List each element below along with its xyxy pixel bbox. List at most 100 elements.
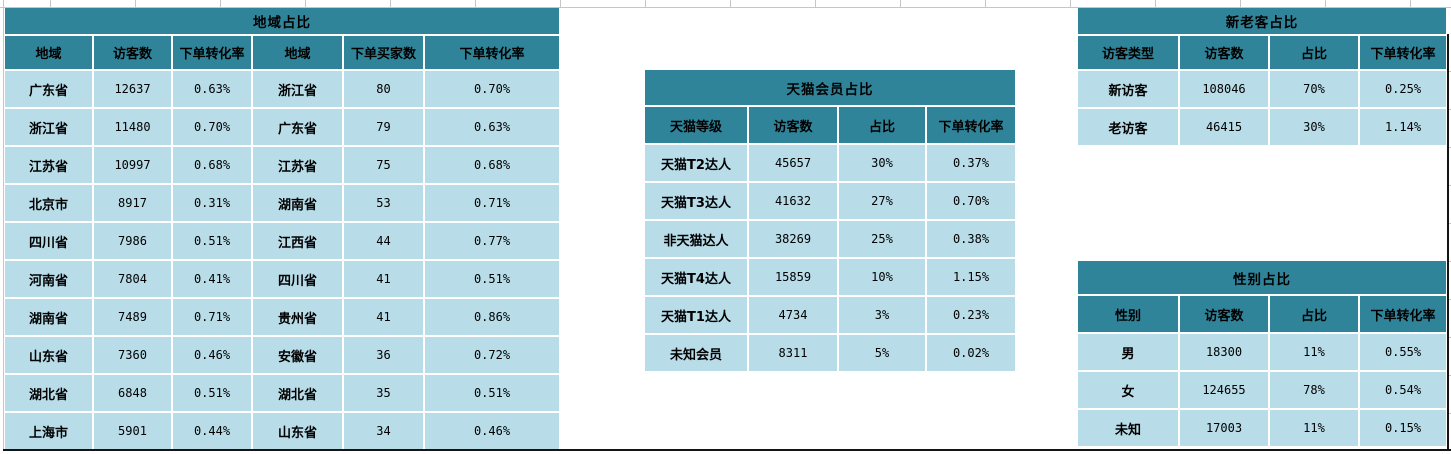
- data-cell[interactable]: 30%: [1270, 109, 1358, 145]
- data-cell[interactable]: 11480: [94, 109, 171, 145]
- data-cell[interactable]: 湖南省: [253, 185, 342, 221]
- data-cell[interactable]: 浙江省: [253, 71, 342, 107]
- data-cell[interactable]: 北京市: [5, 185, 92, 221]
- column-header[interactable]: 下单转化率: [425, 36, 559, 69]
- data-cell[interactable]: 80: [344, 71, 423, 107]
- data-cell[interactable]: 0.44%: [173, 413, 251, 449]
- data-cell[interactable]: 44: [344, 223, 423, 259]
- data-cell[interactable]: 天猫T4达人: [645, 259, 747, 295]
- data-cell[interactable]: 非天猫达人: [645, 221, 747, 257]
- data-cell[interactable]: 0.46%: [425, 413, 559, 449]
- data-cell[interactable]: 124655: [1180, 372, 1268, 408]
- data-cell[interactable]: 0.71%: [173, 299, 251, 335]
- data-cell[interactable]: 0.68%: [173, 147, 251, 183]
- data-cell[interactable]: 38269: [749, 221, 837, 257]
- data-cell[interactable]: 15859: [749, 259, 837, 295]
- data-cell[interactable]: 12637: [94, 71, 171, 107]
- data-cell[interactable]: 0.70%: [425, 71, 559, 107]
- data-cell[interactable]: 0.46%: [173, 337, 251, 373]
- data-cell[interactable]: 36: [344, 337, 423, 373]
- column-header[interactable]: 性别: [1078, 296, 1178, 332]
- data-cell[interactable]: 未知: [1078, 410, 1178, 446]
- data-cell[interactable]: 四川省: [5, 223, 92, 259]
- data-cell[interactable]: 广东省: [5, 71, 92, 107]
- column-header[interactable]: 下单转化率: [1360, 36, 1446, 69]
- column-header[interactable]: 地域: [253, 36, 342, 69]
- data-cell[interactable]: 0.25%: [1360, 71, 1446, 107]
- data-cell[interactable]: 53: [344, 185, 423, 221]
- data-cell[interactable]: 江西省: [253, 223, 342, 259]
- data-cell[interactable]: 湖北省: [253, 375, 342, 411]
- data-cell[interactable]: 0.70%: [173, 109, 251, 145]
- data-cell[interactable]: 0.68%: [425, 147, 559, 183]
- column-header[interactable]: 天猫等级: [645, 107, 747, 143]
- table-title[interactable]: 新老客占比: [1078, 8, 1446, 34]
- data-cell[interactable]: 30%: [839, 145, 925, 181]
- data-cell[interactable]: 老访客: [1078, 109, 1178, 145]
- data-cell[interactable]: 江苏省: [253, 147, 342, 183]
- data-cell[interactable]: 10%: [839, 259, 925, 295]
- data-cell[interactable]: 78%: [1270, 372, 1358, 408]
- data-cell[interactable]: 山东省: [5, 337, 92, 373]
- data-cell[interactable]: 0.54%: [1360, 372, 1446, 408]
- data-cell[interactable]: 0.51%: [425, 375, 559, 411]
- data-cell[interactable]: 75: [344, 147, 423, 183]
- data-cell[interactable]: 45657: [749, 145, 837, 181]
- column-header[interactable]: 占比: [1270, 36, 1358, 69]
- column-header[interactable]: 占比: [1270, 296, 1358, 332]
- data-cell[interactable]: 25%: [839, 221, 925, 257]
- data-cell[interactable]: 山东省: [253, 413, 342, 449]
- data-cell[interactable]: 上海市: [5, 413, 92, 449]
- column-header[interactable]: 下单转化率: [927, 107, 1015, 143]
- data-cell[interactable]: 天猫T2达人: [645, 145, 747, 181]
- data-cell[interactable]: 天猫T3达人: [645, 183, 747, 219]
- data-cell[interactable]: 8311: [749, 335, 837, 371]
- table-title[interactable]: 地域占比: [5, 8, 559, 34]
- data-cell[interactable]: 天猫T1达人: [645, 297, 747, 333]
- data-cell[interactable]: 41632: [749, 183, 837, 219]
- data-cell[interactable]: 70%: [1270, 71, 1358, 107]
- data-cell[interactable]: 0.70%: [927, 183, 1015, 219]
- data-cell[interactable]: 46415: [1180, 109, 1268, 145]
- data-cell[interactable]: 江苏省: [5, 147, 92, 183]
- table-title[interactable]: 天猫会员占比: [645, 70, 1015, 105]
- data-cell[interactable]: 18300: [1180, 334, 1268, 370]
- data-cell[interactable]: 7489: [94, 299, 171, 335]
- data-cell[interactable]: 7986: [94, 223, 171, 259]
- data-cell[interactable]: 3%: [839, 297, 925, 333]
- data-cell[interactable]: 6848: [94, 375, 171, 411]
- table-title[interactable]: 性别占比: [1078, 261, 1446, 294]
- data-cell[interactable]: 1.14%: [1360, 109, 1446, 145]
- data-cell[interactable]: 11%: [1270, 334, 1358, 370]
- data-cell[interactable]: 4734: [749, 297, 837, 333]
- data-cell[interactable]: 安徽省: [253, 337, 342, 373]
- data-cell[interactable]: 7804: [94, 261, 171, 297]
- data-cell[interactable]: 0.51%: [173, 375, 251, 411]
- data-cell[interactable]: 贵州省: [253, 299, 342, 335]
- data-cell[interactable]: 0.71%: [425, 185, 559, 221]
- data-cell[interactable]: 0.51%: [425, 261, 559, 297]
- data-cell[interactable]: 41: [344, 299, 423, 335]
- column-header[interactable]: 下单转化率: [173, 36, 251, 69]
- data-cell[interactable]: 男: [1078, 334, 1178, 370]
- data-cell[interactable]: 未知会员: [645, 335, 747, 371]
- data-cell[interactable]: 10997: [94, 147, 171, 183]
- data-cell[interactable]: 0.15%: [1360, 410, 1446, 446]
- data-cell[interactable]: 女: [1078, 372, 1178, 408]
- column-header[interactable]: 访客数: [94, 36, 171, 69]
- data-cell[interactable]: 0.63%: [425, 109, 559, 145]
- data-cell[interactable]: 广东省: [253, 109, 342, 145]
- data-cell[interactable]: 108046: [1180, 71, 1268, 107]
- data-cell[interactable]: 8917: [94, 185, 171, 221]
- data-cell[interactable]: 1.15%: [927, 259, 1015, 295]
- data-cell[interactable]: 0.86%: [425, 299, 559, 335]
- data-cell[interactable]: 5901: [94, 413, 171, 449]
- data-cell[interactable]: 河南省: [5, 261, 92, 297]
- data-cell[interactable]: 0.23%: [927, 297, 1015, 333]
- data-cell[interactable]: 0.55%: [1360, 334, 1446, 370]
- data-cell[interactable]: 5%: [839, 335, 925, 371]
- column-header[interactable]: 地域: [5, 36, 92, 69]
- data-cell[interactable]: 17003: [1180, 410, 1268, 446]
- data-cell[interactable]: 27%: [839, 183, 925, 219]
- column-header[interactable]: 访客数: [1180, 296, 1268, 332]
